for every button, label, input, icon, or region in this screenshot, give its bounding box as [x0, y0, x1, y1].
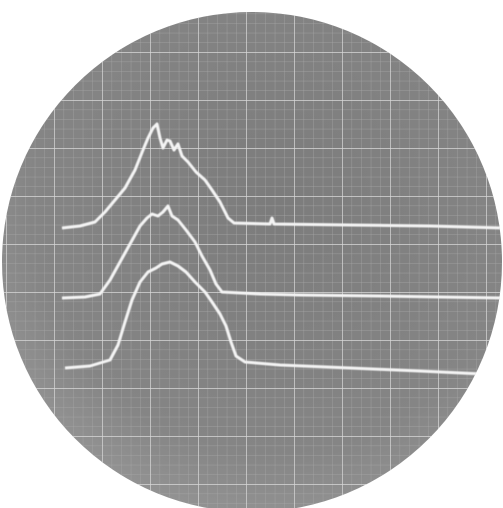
screen: [0, 0, 503, 508]
major-grid: [0, 0, 503, 508]
oscilloscope-photo: [0, 0, 503, 508]
page: [0, 0, 503, 508]
